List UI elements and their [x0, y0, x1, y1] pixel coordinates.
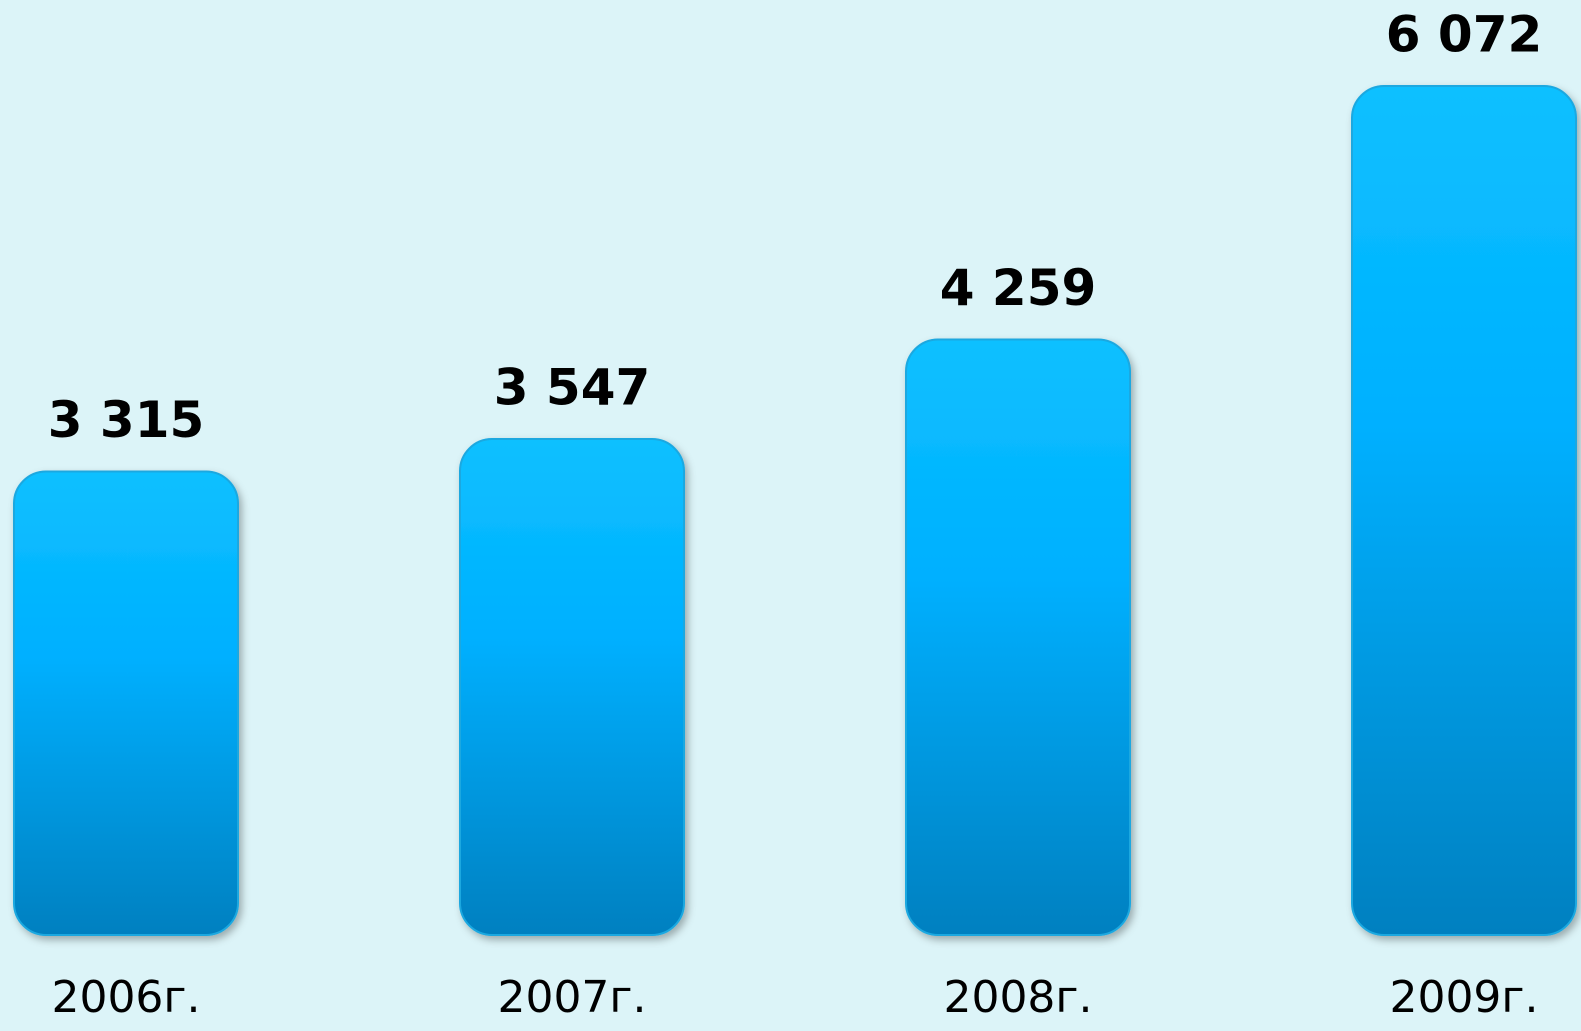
x-tick-label: 2006г.	[51, 972, 200, 1023]
bar	[905, 338, 1131, 936]
bar	[459, 438, 685, 936]
data-label: 6 072	[1386, 6, 1543, 64]
data-label: 4 259	[940, 259, 1097, 317]
data-label: 3 315	[48, 391, 205, 449]
x-tick-label: 2007г.	[497, 972, 646, 1023]
data-label: 3 547	[494, 359, 651, 417]
x-tick-label: 2008г.	[943, 972, 1092, 1023]
bar	[1351, 85, 1577, 936]
bar	[13, 470, 239, 936]
x-tick-label: 2009г.	[1389, 972, 1538, 1023]
